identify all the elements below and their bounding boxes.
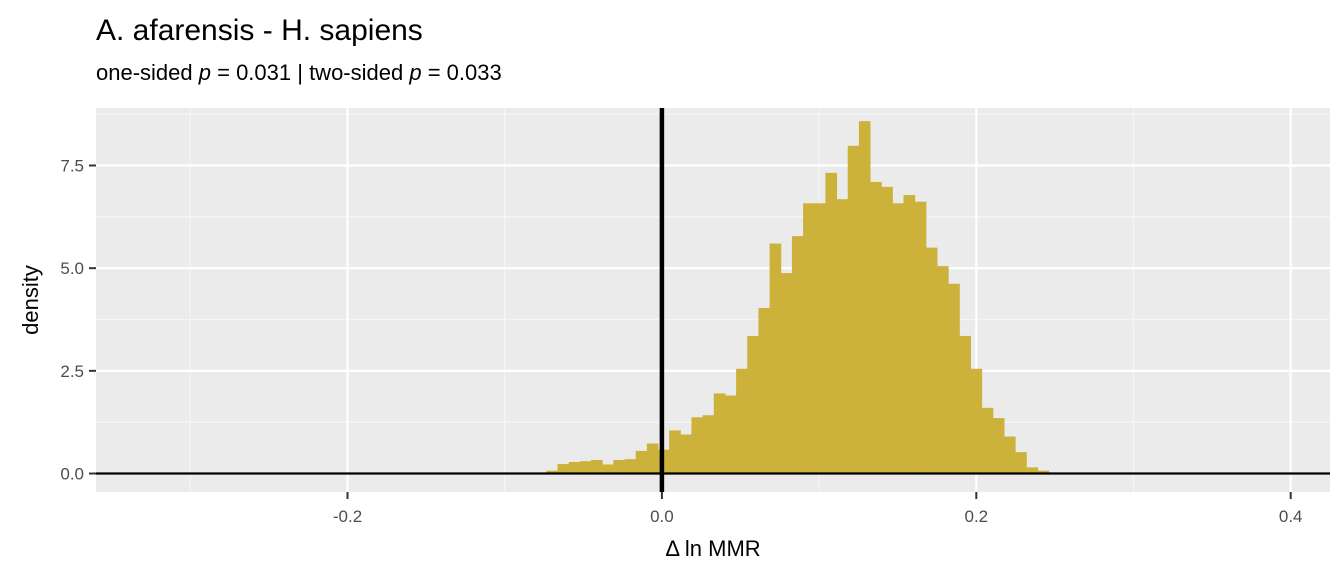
histogram-bar <box>1037 470 1050 474</box>
histogram-bar <box>803 203 815 474</box>
y-tick-label: 7.5 <box>60 156 84 175</box>
histogram-bar <box>646 443 659 474</box>
histogram-bar <box>635 450 648 474</box>
histogram-bar <box>557 464 570 474</box>
x-tick-label: -0.2 <box>333 507 362 526</box>
histogram-bar <box>870 181 882 474</box>
histogram-bar <box>702 415 715 474</box>
histogram-bar <box>602 464 614 474</box>
y-tick-label: 0.0 <box>60 465 84 484</box>
chart-subtitle: one-sided p = 0.031 | two-sided p = 0.03… <box>96 60 502 85</box>
histogram-bar <box>903 195 916 474</box>
histogram-bar <box>724 395 737 474</box>
histogram-bar <box>747 335 759 474</box>
histogram-bar <box>925 247 938 474</box>
histogram-bar <box>847 145 860 474</box>
histogram-bar <box>1026 467 1038 474</box>
histogram-bar <box>858 121 871 474</box>
histogram-bar <box>992 418 1005 474</box>
histogram-bar <box>937 266 949 474</box>
histogram-bars <box>546 121 1050 474</box>
histogram-bar <box>948 283 960 474</box>
histogram-bar <box>591 459 603 474</box>
reference-lines <box>96 108 1330 492</box>
histogram-bar <box>669 430 681 474</box>
chart-title: A. afarensis - H. sapiens <box>96 14 423 47</box>
x-tick-label: 0.0 <box>650 507 674 526</box>
histogram-bar <box>713 393 726 474</box>
histogram-bar <box>691 417 704 474</box>
histogram-bar <box>780 273 793 474</box>
x-axis-ticks: -0.2 0.0 0.2 0.4 <box>333 492 1303 526</box>
y-axis-ticks: 0.0 2.5 5.0 7.5 <box>60 156 96 484</box>
histogram-bar <box>769 243 782 474</box>
histogram-bar <box>613 459 625 474</box>
histogram-bar <box>1003 436 1016 474</box>
histogram-bar <box>624 459 637 474</box>
histogram-bar <box>791 236 804 474</box>
histogram-bar <box>758 308 771 474</box>
y-axis-title: density <box>18 265 43 335</box>
histogram-bar <box>579 461 592 474</box>
histogram-bar <box>546 470 559 474</box>
histogram-bar <box>981 407 994 474</box>
y-tick-label: 2.5 <box>60 362 84 381</box>
histogram-bar <box>680 434 692 474</box>
histogram-bar <box>970 368 983 474</box>
histogram-bar <box>825 172 838 474</box>
histogram-bar <box>1015 452 1027 474</box>
histogram-bar <box>881 186 893 474</box>
histogram-bar <box>568 462 581 474</box>
histogram-bar <box>892 203 905 474</box>
histogram-bar <box>736 368 748 474</box>
x-tick-label: 0.2 <box>964 507 988 526</box>
x-tick-label: 0.4 <box>1279 507 1303 526</box>
histogram-bar <box>914 201 927 474</box>
x-axis-title: Δ ln MMR <box>665 536 760 561</box>
histogram-bar <box>814 203 826 474</box>
histogram-bar <box>836 199 849 474</box>
histogram-bar <box>959 335 971 474</box>
y-tick-label: 5.0 <box>60 259 84 278</box>
